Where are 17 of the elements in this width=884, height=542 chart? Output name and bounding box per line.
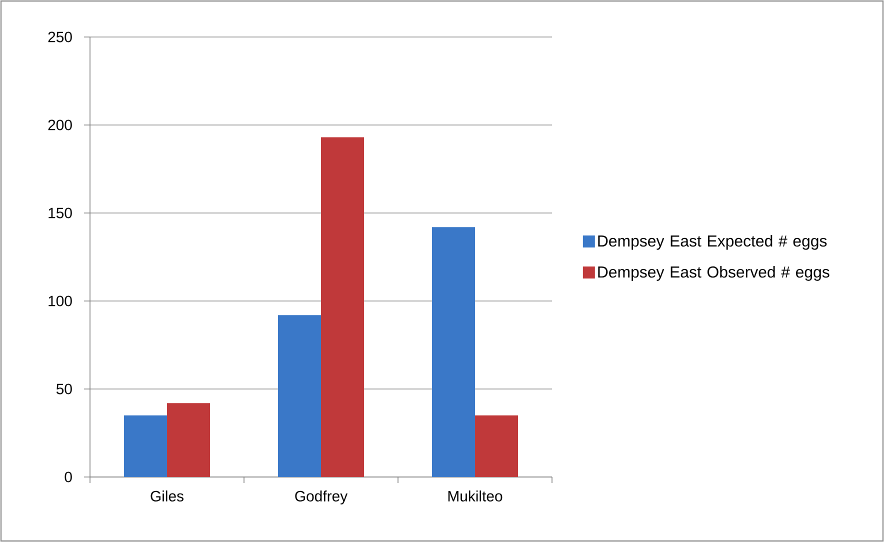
bar — [124, 415, 168, 477]
bar — [167, 403, 210, 477]
legend-label: Dempsey East Expected # eggs — [598, 234, 827, 250]
y-tick-label: 100 — [48, 296, 72, 306]
x-tick-label: Giles — [150, 490, 184, 502]
bar — [475, 415, 518, 477]
y-tick-label: 250 — [48, 32, 72, 42]
y-tick-label: 50 — [56, 384, 72, 394]
y-tick-label: 150 — [48, 208, 72, 218]
legend-label: Dempsey East Observed # eggs — [598, 266, 830, 281]
bar — [432, 227, 476, 477]
y-tick-label: 0 — [64, 472, 72, 482]
bar — [321, 137, 364, 477]
bar — [278, 315, 322, 477]
x-tick-label: Godfrey — [295, 490, 348, 504]
y-tick-label: 200 — [48, 120, 72, 130]
x-tick-label: Mukilteo — [448, 490, 502, 502]
